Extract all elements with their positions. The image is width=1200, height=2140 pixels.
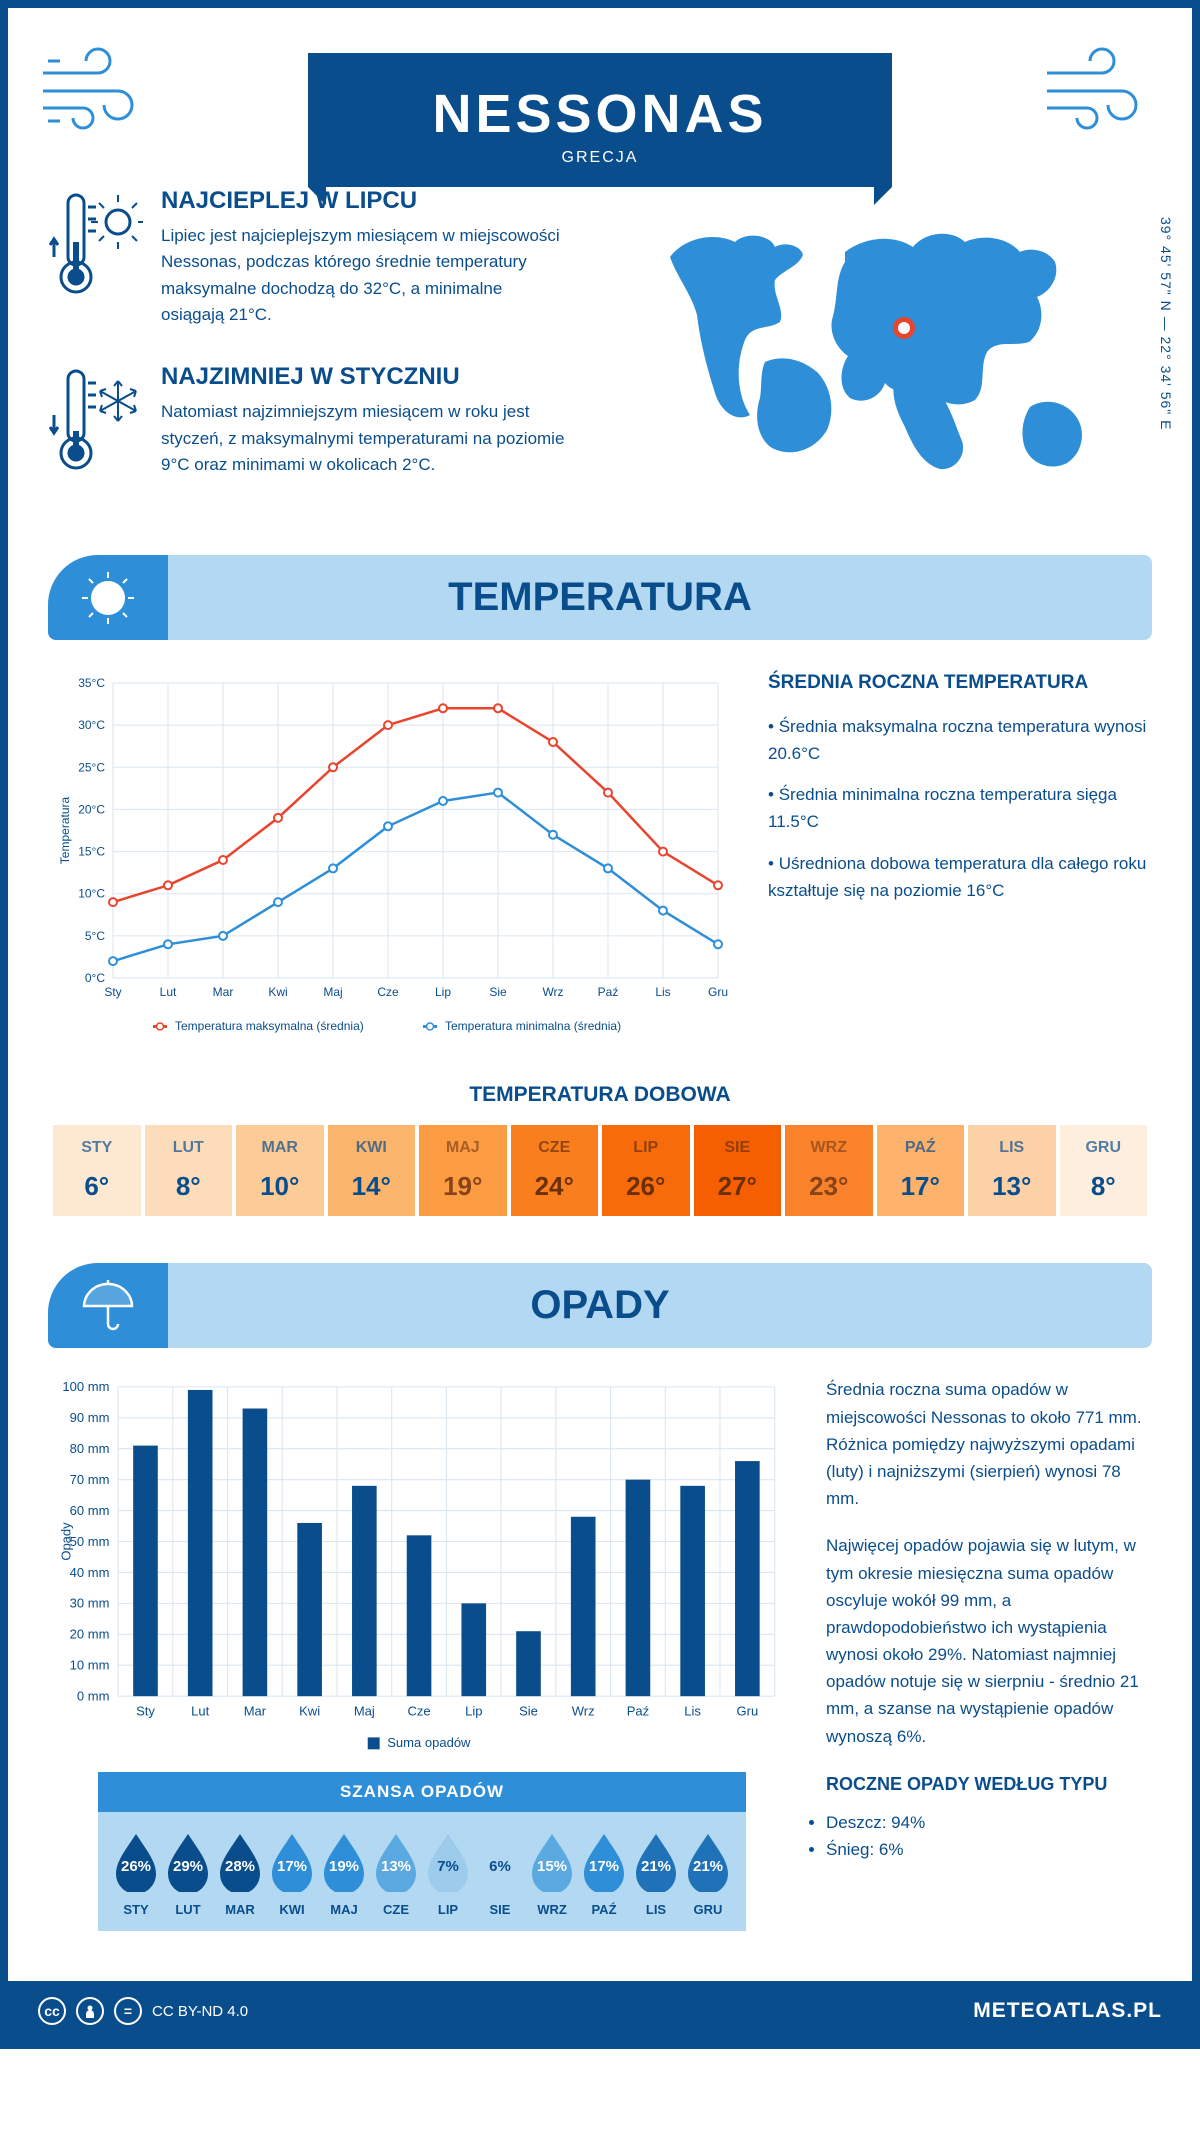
svg-text:Gru: Gru xyxy=(708,985,728,999)
thermometer-sun-icon xyxy=(48,187,143,297)
svg-text:50 mm: 50 mm xyxy=(70,1534,110,1549)
precip-types-list: Deszcz: 94%Śnieg: 6% xyxy=(826,1809,1147,1863)
svg-text:Lip: Lip xyxy=(465,1704,482,1719)
world-map xyxy=(635,197,1115,487)
svg-text:Temperatura maksymalna (średni: Temperatura maksymalna (średnia) xyxy=(175,1019,364,1033)
svg-text:20 mm: 20 mm xyxy=(70,1627,110,1642)
svg-text:15°C: 15°C xyxy=(78,845,105,859)
svg-text:Sty: Sty xyxy=(136,1704,155,1719)
svg-text:Sie: Sie xyxy=(519,1704,538,1719)
footer: cc = CC BY-ND 4.0 METEOATLAS.PL xyxy=(8,1981,1192,2041)
svg-text:Gru: Gru xyxy=(736,1704,758,1719)
temperature-title: TEMPERATURA xyxy=(168,575,1152,620)
by-icon xyxy=(76,1997,104,2025)
svg-text:35°C: 35°C xyxy=(78,676,105,690)
svg-text:5°C: 5°C xyxy=(85,929,105,943)
svg-text:Paź: Paź xyxy=(598,985,619,999)
temperature-chart: 0°C 5°C 10°C 15°C 20°C 25°C 30°C 35°C Sty Lut Mar K… xyxy=(53,668,733,1053)
location-pin-icon xyxy=(893,317,915,339)
svg-text:Lis: Lis xyxy=(684,1704,701,1719)
svg-text:Maj: Maj xyxy=(323,985,342,999)
country-subtitle: GRECJA xyxy=(328,149,872,167)
chance-title: SZANSA OPADÓW xyxy=(98,1772,746,1812)
license: cc = CC BY-ND 4.0 xyxy=(38,1997,248,2025)
temperature-section-header: TEMPERATURA xyxy=(48,555,1152,640)
warmest-block: NAJCIEPLEJ W LIPCU Lipiec jest najcieple… xyxy=(48,187,568,328)
svg-text:Paź: Paź xyxy=(627,1704,649,1719)
precip-para-1: Średnia roczna suma opadów w miejscowośc… xyxy=(826,1376,1147,1512)
svg-text:10 mm: 10 mm xyxy=(70,1658,110,1673)
svg-text:Lis: Lis xyxy=(655,985,670,999)
title-banner: NESSONAS GRECJA xyxy=(308,53,892,187)
sun-icon xyxy=(48,555,168,640)
thermometer-snow-icon xyxy=(48,363,143,473)
svg-text:Mar: Mar xyxy=(213,985,234,999)
precipitation-chart: 0 mm 10 mm 20 mm 30 mm 40 mm 50 mm 60 mm 70 mm 8… xyxy=(53,1376,791,1772)
svg-text:Wrz: Wrz xyxy=(572,1704,595,1719)
coldest-text: Natomiast najzimniejszym miesiącem w rok… xyxy=(161,399,568,478)
warmest-title: NAJCIEPLEJ W LIPCU xyxy=(161,187,568,215)
svg-text:60 mm: 60 mm xyxy=(70,1503,110,1518)
svg-text:Kwi: Kwi xyxy=(268,985,287,999)
svg-text:Temperatura minimalna (średnia: Temperatura minimalna (średnia) xyxy=(445,1019,621,1033)
wind-decoration-icon xyxy=(38,43,158,133)
umbrella-icon xyxy=(48,1263,168,1348)
svg-text:25°C: 25°C xyxy=(78,761,105,775)
svg-text:40 mm: 40 mm xyxy=(70,1565,110,1580)
svg-text:30°C: 30°C xyxy=(78,719,105,733)
daily-temp-title: TEMPERATURA DOBOWA xyxy=(53,1083,1147,1107)
svg-text:20°C: 20°C xyxy=(78,803,105,817)
svg-text:90 mm: 90 mm xyxy=(70,1411,110,1426)
cc-icon: cc xyxy=(38,1997,66,2025)
wind-decoration-icon xyxy=(1042,43,1162,133)
svg-text:Kwi: Kwi xyxy=(299,1704,320,1719)
svg-text:Sie: Sie xyxy=(489,985,507,999)
svg-text:70 mm: 70 mm xyxy=(70,1472,110,1487)
svg-text:80 mm: 80 mm xyxy=(70,1441,110,1456)
svg-text:10°C: 10°C xyxy=(78,887,105,901)
temp-bullets: Średnia maksymalna roczna temperatura wy… xyxy=(768,713,1147,904)
svg-text:Maj: Maj xyxy=(354,1704,375,1719)
svg-text:0 mm: 0 mm xyxy=(77,1689,110,1704)
svg-text:Lip: Lip xyxy=(435,985,451,999)
svg-text:Cze: Cze xyxy=(407,1704,430,1719)
svg-text:Sty: Sty xyxy=(104,985,121,999)
precipitation-title: OPADY xyxy=(168,1283,1152,1328)
warmest-text: Lipiec jest najcieplejszym miesiącem w m… xyxy=(161,223,568,328)
precipitation-section-header: OPADY xyxy=(48,1263,1152,1348)
daily-temp-grid: STY6°LUT8°MAR10°KWI14°MAJ19°CZE24°LIP26°… xyxy=(53,1125,1147,1216)
svg-text:0°C: 0°C xyxy=(85,971,105,985)
precip-para-2: Najwięcej opadów pojawia się w lutym, w … xyxy=(826,1532,1147,1750)
svg-text:Temperatura: Temperatura xyxy=(58,797,72,865)
precipitation-chance: SZANSA OPADÓW 26%29%28%17%19%13%7%6%15%1… xyxy=(53,1772,791,1931)
precip-types-title: ROCZNE OPADY WEDŁUG TYPU xyxy=(826,1770,1147,1799)
license-text: CC BY-ND 4.0 xyxy=(152,2003,248,2020)
svg-text:Suma opadów: Suma opadów xyxy=(387,1736,471,1751)
svg-text:Opady: Opady xyxy=(58,1522,73,1561)
coordinates: 39° 45' 57" N — 22° 34' 56" E xyxy=(1158,217,1174,430)
brand-name: METEOATLAS.PL xyxy=(973,1999,1162,2023)
svg-text:Lut: Lut xyxy=(160,985,177,999)
coldest-title: NAJZIMNIEJ W STYCZNIU xyxy=(161,363,568,391)
temp-side-title: ŚREDNIA ROCZNA TEMPERATURA xyxy=(768,668,1147,698)
coldest-block: NAJZIMNIEJ W STYCZNIU Natomiast najzimni… xyxy=(48,363,568,478)
svg-text:Cze: Cze xyxy=(377,985,399,999)
svg-text:30 mm: 30 mm xyxy=(70,1596,110,1611)
svg-text:Mar: Mar xyxy=(244,1704,267,1719)
svg-text:Lut: Lut xyxy=(191,1704,209,1719)
nd-icon: = xyxy=(114,1997,142,2025)
location-title: NESSONAS xyxy=(328,83,872,145)
svg-text:Wrz: Wrz xyxy=(542,985,563,999)
svg-text:100 mm: 100 mm xyxy=(62,1380,109,1395)
